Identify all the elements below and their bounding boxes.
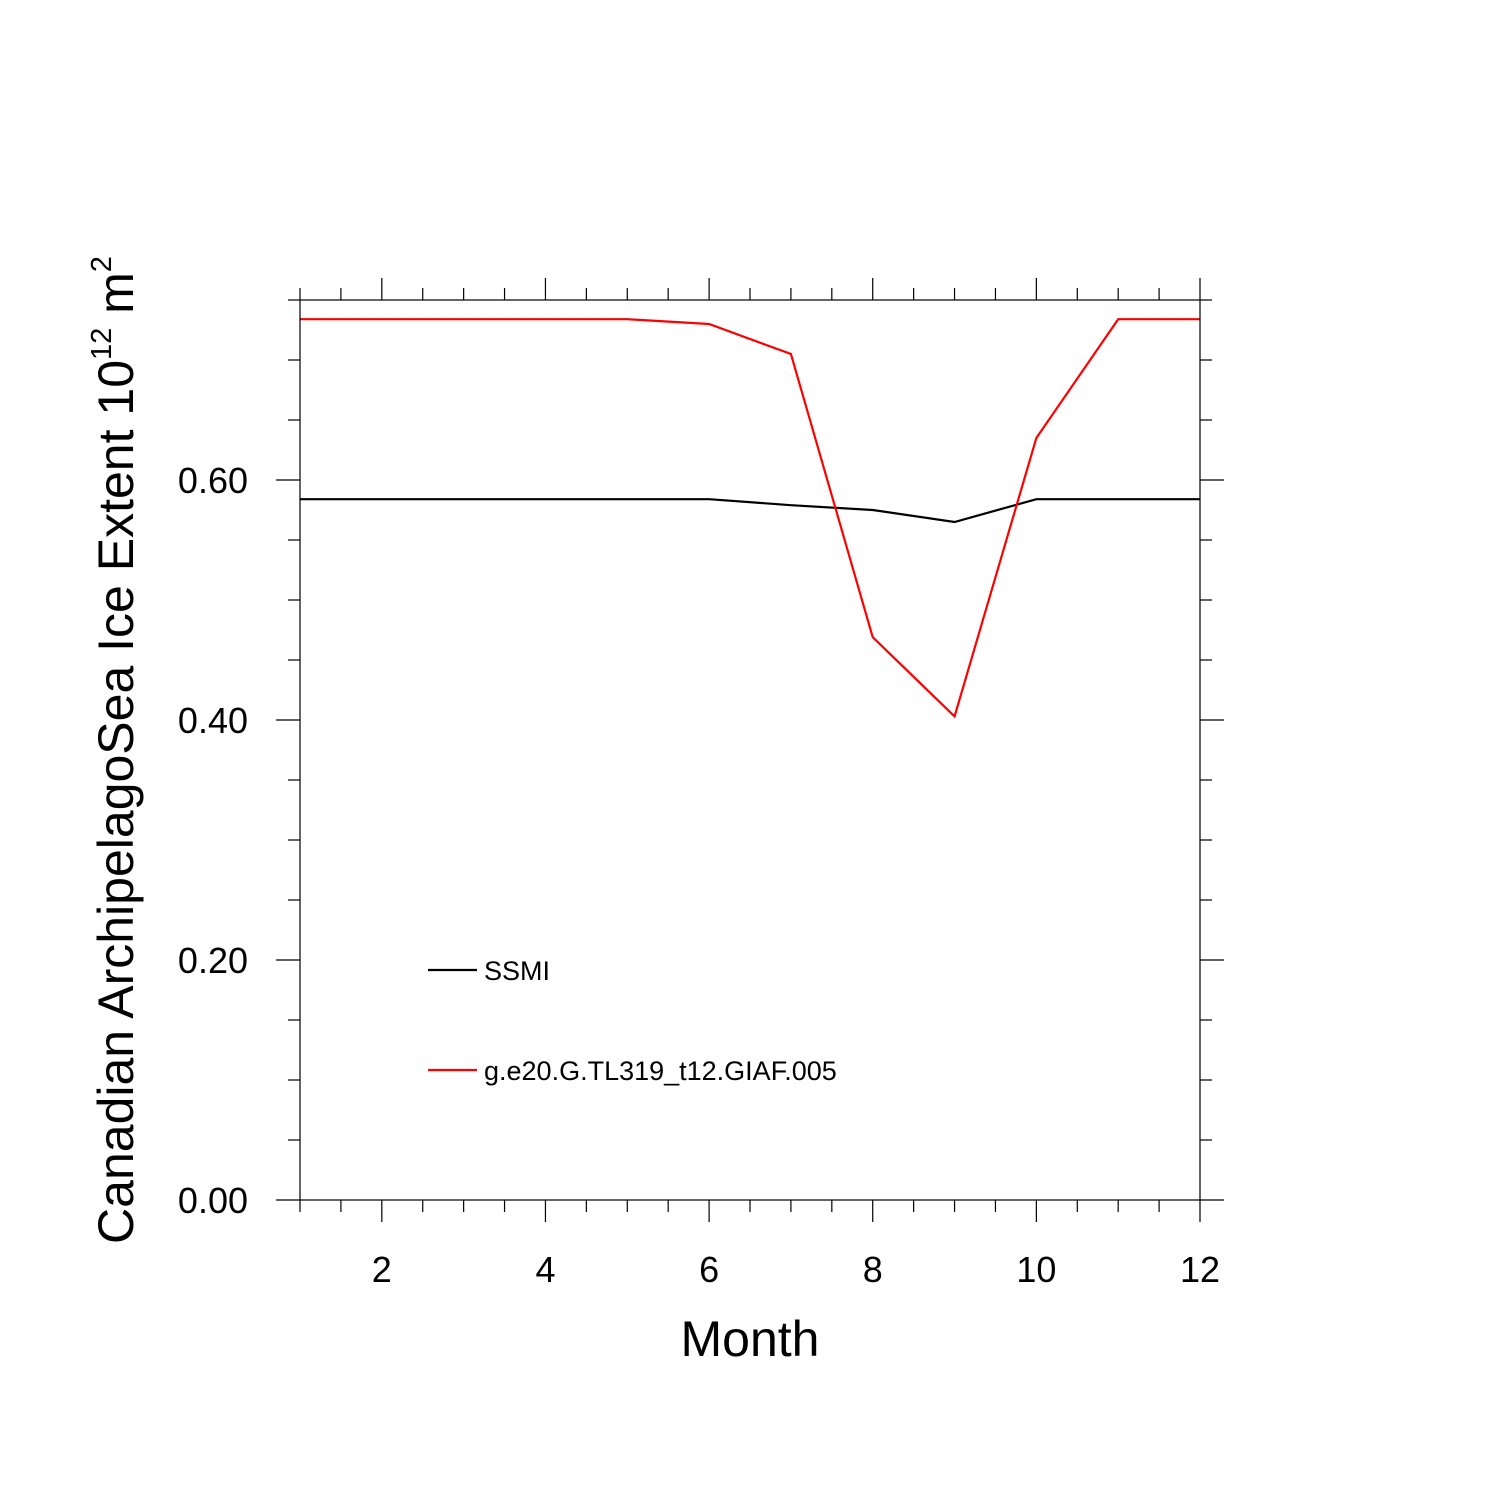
- y-axis-title-unit-exponent: 2: [86, 256, 118, 272]
- x-tick-label: 8: [863, 1249, 883, 1290]
- y-axis-title-text: Canadian ArchipelagoSea Ice Extent 10: [88, 360, 144, 1244]
- series-group: [300, 318, 1200, 719]
- series-line-ssmi: [300, 498, 1200, 524]
- axis-ticks: [276, 278, 1224, 1222]
- y-tick-label: 0.60: [178, 460, 248, 501]
- legend: SSMI g.e20.G.TL319_t12.GIAF.005: [428, 956, 837, 1086]
- x-tick-label: 12: [1180, 1249, 1220, 1290]
- x-tick-label: 4: [535, 1249, 555, 1290]
- plot-frame: [299, 299, 1201, 1201]
- legend-label-model: g.e20.G.TL319_t12.GIAF.005: [484, 1056, 837, 1086]
- x-tick-label: 6: [699, 1249, 719, 1290]
- y-tick-label: 0.20: [178, 940, 248, 981]
- x-tick-label: 2: [372, 1249, 392, 1290]
- legend-label-ssmi: SSMI: [484, 956, 550, 986]
- tick-labels: 2 4 6 8 10 12 0.00 0.20 0.40 0.60: [178, 460, 1220, 1290]
- y-axis-title-exponent: 12: [86, 328, 118, 360]
- series-line-model: [300, 318, 1200, 719]
- y-axis-title: Canadian ArchipelagoSea Ice Extent 1012 …: [86, 256, 144, 1244]
- x-axis-title: Month: [681, 1311, 820, 1367]
- x-tick-label: 10: [1016, 1249, 1056, 1290]
- y-axis-title-unit: m: [88, 272, 144, 328]
- y-tick-label: 0.00: [178, 1180, 248, 1221]
- y-tick-label: 0.40: [178, 700, 248, 741]
